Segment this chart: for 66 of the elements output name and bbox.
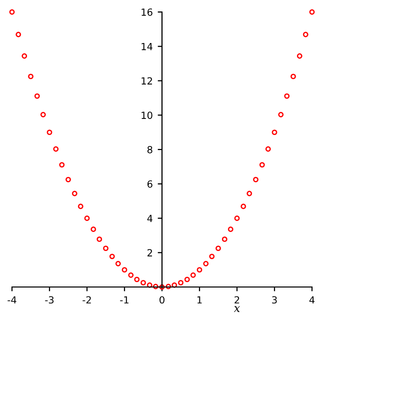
point (166, 284, 172, 290)
point (259, 162, 265, 168)
x-tick-label: 4 (309, 296, 315, 304)
point (172, 282, 178, 288)
y-tick-label: 2 (148, 249, 152, 256)
point (196, 267, 202, 273)
point (278, 112, 284, 118)
x-tick-label: -2 (82, 296, 91, 304)
point (265, 146, 271, 152)
x-tick-label: 2 (234, 296, 240, 304)
point (240, 204, 246, 210)
point (296, 53, 302, 59)
y-tick-label: 4 (147, 214, 152, 222)
point (34, 93, 40, 99)
y-tick-label: 6 (147, 180, 152, 188)
x-axis-title: x (234, 306, 240, 312)
x-tick-label: 1 (197, 296, 202, 304)
x-tick-label: -1 (120, 296, 128, 304)
point (178, 280, 184, 286)
point (190, 272, 196, 278)
point (40, 112, 46, 118)
point (203, 260, 209, 266)
point (53, 146, 59, 152)
point (234, 216, 240, 221)
point (128, 272, 134, 278)
y-tick-label: 10 (142, 112, 152, 119)
point (16, 32, 22, 38)
x-tick-label: -4 (8, 296, 16, 304)
point (78, 204, 84, 210)
point (109, 254, 115, 260)
point (115, 260, 121, 266)
point (246, 190, 252, 196)
y-tick-label: 12 (142, 77, 152, 84)
point (140, 280, 146, 286)
point (272, 130, 278, 136)
point (134, 276, 140, 282)
point (9, 9, 15, 15)
point (290, 74, 296, 80)
point (284, 93, 290, 99)
point (72, 190, 78, 196)
y-tick-label: 16 (142, 8, 152, 16)
point (84, 216, 90, 221)
point (90, 226, 96, 232)
point (184, 276, 190, 282)
point (103, 246, 108, 252)
point (28, 74, 34, 80)
point (152, 284, 158, 290)
point (59, 162, 65, 168)
y-tick-label: 8 (147, 146, 152, 154)
point (302, 32, 308, 38)
point (96, 236, 102, 242)
point (122, 267, 128, 273)
x-tick-label: 0 (160, 296, 164, 304)
x-tick-label: 3 (272, 296, 277, 304)
point (66, 176, 71, 182)
point (146, 282, 152, 288)
point (253, 176, 258, 182)
point (222, 236, 228, 242)
point (216, 246, 221, 252)
y-tick-label: 14 (142, 42, 152, 50)
point (309, 9, 315, 15)
point (228, 226, 234, 232)
point (209, 254, 215, 260)
x-tick-label: -3 (45, 296, 54, 304)
point (22, 53, 28, 59)
point (46, 130, 52, 136)
